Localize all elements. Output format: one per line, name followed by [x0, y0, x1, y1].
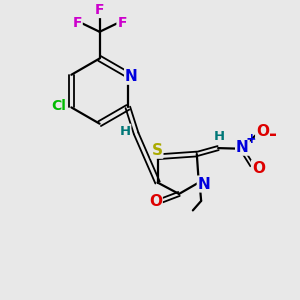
Text: O: O: [256, 124, 269, 139]
Text: H: H: [119, 124, 130, 138]
Text: F: F: [117, 16, 127, 31]
Text: S: S: [152, 143, 163, 158]
Text: O: O: [252, 161, 265, 176]
Text: N: N: [198, 176, 211, 191]
Text: H: H: [214, 130, 225, 143]
Text: Cl: Cl: [52, 99, 66, 113]
Text: N: N: [236, 140, 249, 155]
Text: O: O: [149, 194, 162, 208]
Text: +: +: [245, 132, 257, 146]
Text: N: N: [125, 69, 138, 84]
Text: F: F: [72, 16, 82, 31]
Text: F: F: [95, 3, 104, 17]
Text: -: -: [269, 125, 277, 144]
